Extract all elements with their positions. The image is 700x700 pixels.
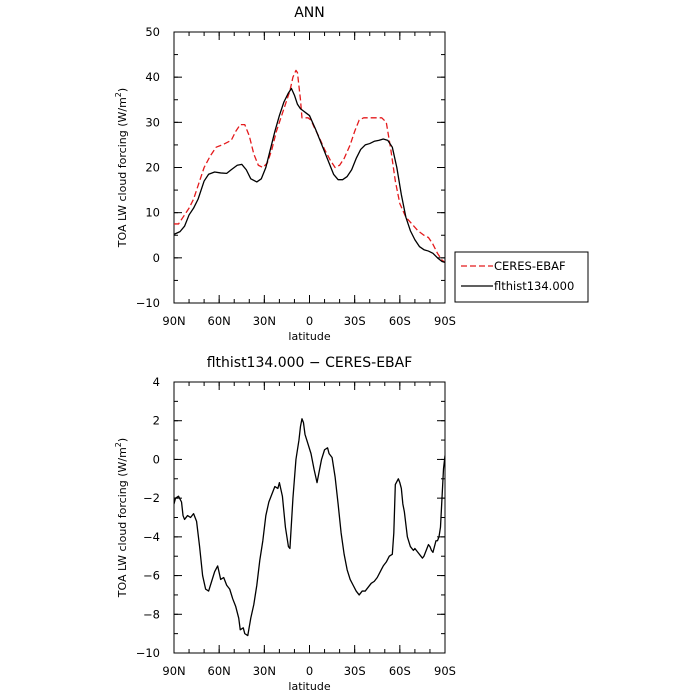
- y-tick-label: 0: [153, 251, 160, 265]
- legend-box: [454, 251, 589, 303]
- chart-title: flthist134.000 − CERES-EBAF: [207, 355, 413, 371]
- y-tick-label: −4: [143, 530, 160, 544]
- x-tick-label: 90N: [162, 314, 185, 328]
- y-axis-label-superscript: 2: [114, 442, 123, 447]
- y-tick-label: 20: [145, 161, 160, 175]
- series-line-0: [174, 418, 445, 637]
- x-tick-label: 0: [306, 314, 313, 328]
- top-panel: 90N 60N 30N 0 30S 60S 90S −10 0 10 20 30 40 50 ANN lati…: [114, 5, 456, 343]
- x-tick-label: 60S: [389, 664, 411, 678]
- y-tick-label: 0: [153, 452, 160, 466]
- x-tick-label: 60N: [208, 314, 231, 328]
- plot-frame: [173, 31, 446, 304]
- y-axis-label-close: ): [116, 88, 129, 92]
- y-axis-label-close: ): [116, 438, 129, 442]
- series-line-flthist134-000: [174, 87, 445, 263]
- x-tick-label: 30N: [253, 314, 276, 328]
- legend: CERES-EBAF flthist134.000: [454, 251, 589, 303]
- y-tick-label: −8: [143, 607, 160, 621]
- x-tick-label: 30S: [344, 664, 366, 678]
- legend-label: CERES-EBAF: [494, 259, 566, 273]
- y-axis-label: TOA LW cloud forcing (W/m2): [114, 88, 129, 248]
- y-tick-label: 30: [145, 115, 160, 129]
- x-tick-label: 90S: [434, 664, 456, 678]
- bottom-panel: 90N 60N 30N 0 30S 60S 90S −10 −8 −6 −4 −2 0 2 4 flthist…: [114, 355, 456, 693]
- x-tick-label: 90N: [162, 664, 185, 678]
- y-tick-label: 2: [153, 414, 160, 428]
- y-tick-label: −6: [143, 569, 160, 583]
- y-tick-label: 50: [145, 25, 160, 39]
- plot-frame: [173, 381, 446, 654]
- y-tick-label: −2: [143, 491, 160, 505]
- x-tick-label: 30N: [253, 664, 276, 678]
- x-tick-label: 60S: [389, 314, 411, 328]
- y-axis-label-text: TOA LW cloud forcing (W/m: [116, 447, 129, 598]
- y-tick-label: −10: [136, 646, 160, 660]
- chart-title: ANN: [294, 5, 325, 21]
- legend-label: flthist134.000: [494, 279, 574, 293]
- x-tick-label: 90S: [434, 314, 456, 328]
- x-tick-label: 0: [306, 664, 313, 678]
- y-axis-label-text: TOA LW cloud forcing (W/m: [116, 97, 129, 248]
- y-tick-label: 40: [145, 70, 160, 84]
- x-axis-label: latitude: [288, 330, 330, 343]
- y-tick-label: 10: [145, 206, 160, 220]
- y-axis-label-superscript: 2: [114, 92, 123, 97]
- series-line-ceres-ebaf: [174, 69, 445, 263]
- y-axis-label: TOA LW cloud forcing (W/m2): [114, 438, 129, 598]
- x-tick-label: 30S: [344, 314, 366, 328]
- y-tick-label: −10: [136, 296, 160, 310]
- x-tick-label: 60N: [208, 664, 231, 678]
- y-tick-label: 4: [153, 375, 160, 389]
- x-axis-label: latitude: [288, 680, 330, 693]
